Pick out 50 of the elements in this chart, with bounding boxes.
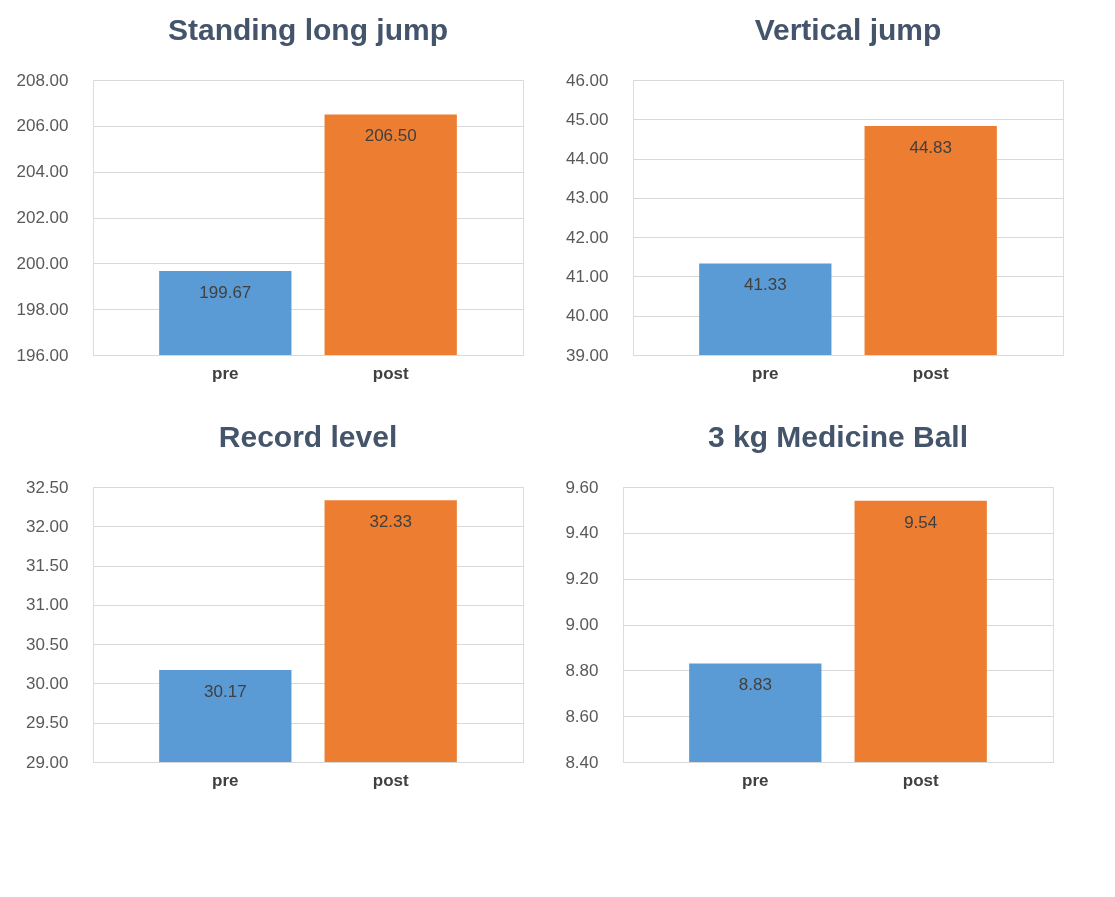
y-tick-label: 200.00 — [16, 253, 69, 273]
data-label: 44.83 — [909, 137, 952, 157]
y-tick-label: 46.00 — [565, 70, 609, 90]
y-tick-label: 44.00 — [565, 149, 609, 169]
y-tick-label: 204.00 — [16, 162, 69, 182]
data-label: 30.17 — [204, 682, 247, 702]
data-label: 199.67 — [199, 282, 252, 302]
data-label: 41.33 — [744, 275, 787, 295]
data-label: 206.50 — [364, 126, 417, 146]
y-tick-label: 39.00 — [565, 345, 609, 365]
x-tick-label: pre — [212, 770, 239, 790]
data-label: 8.83 — [738, 675, 772, 695]
x-tick-label: post — [902, 770, 939, 790]
x-tick-label: post — [372, 363, 409, 383]
y-tick-label: 29.50 — [25, 713, 69, 733]
y-tick-label: 208.00 — [16, 70, 69, 90]
data-label: 32.33 — [369, 512, 412, 532]
y-tick-label: 8.40 — [565, 752, 599, 772]
chart-title: Standing long jump — [168, 13, 448, 46]
y-tick-label: 40.00 — [565, 306, 609, 326]
y-tick-label: 9.60 — [565, 477, 599, 497]
y-tick-label: 30.00 — [25, 673, 69, 693]
y-tick-label: 202.00 — [16, 208, 69, 227]
x-tick-label: post — [372, 770, 409, 790]
y-tick-label: 32.50 — [25, 477, 69, 497]
y-tick-label: 198.00 — [16, 299, 69, 319]
y-tick-label: 196.00 — [16, 345, 69, 365]
chart-title: 3 kg Medicine Ball — [707, 420, 969, 453]
y-tick-label: 9.40 — [565, 523, 599, 543]
y-tick-label: 9.00 — [565, 615, 599, 634]
y-tick-label: 41.00 — [565, 266, 609, 286]
x-tick-label: pre — [752, 363, 779, 383]
y-tick-label: 30.50 — [25, 634, 69, 654]
y-tick-label: 8.60 — [565, 706, 599, 726]
y-tick-label: 8.80 — [565, 660, 599, 680]
chart-title: Vertical jump — [754, 13, 942, 46]
y-tick-label: 32.00 — [25, 516, 69, 536]
x-tick-label: post — [912, 363, 949, 383]
data-label: 9.54 — [904, 512, 938, 532]
y-tick-label: 9.20 — [565, 569, 599, 589]
y-tick-label: 43.00 — [565, 188, 609, 208]
chart-title: Record level — [218, 420, 398, 453]
x-tick-label: pre — [742, 770, 769, 790]
x-tick-label: pre — [212, 363, 239, 383]
y-tick-label: 31.00 — [25, 595, 69, 615]
y-tick-label: 206.00 — [16, 116, 69, 136]
y-tick-label: 45.00 — [565, 109, 609, 129]
y-tick-label: 42.00 — [565, 227, 609, 247]
y-tick-label: 29.00 — [25, 752, 69, 772]
y-tick-label: 31.50 — [25, 556, 69, 576]
